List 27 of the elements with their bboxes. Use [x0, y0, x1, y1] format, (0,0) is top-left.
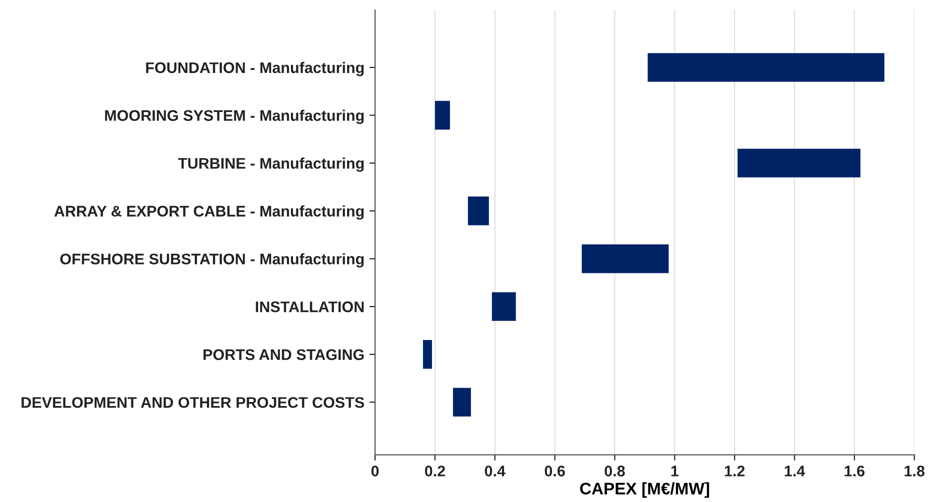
x-tick-label: 1.2 — [724, 466, 745, 476]
x-tick-label: 0.2 — [424, 466, 445, 476]
x-tick-label: 1 — [671, 466, 678, 476]
bar — [423, 340, 432, 369]
y-tick-label: PORTS AND STAGING — [204, 349, 364, 360]
y-tick-label: ARRAY & EXPORT CABLE - Manufacturing — [54, 205, 364, 220]
bar — [468, 196, 489, 226]
x-tick-label: 1.8 — [904, 466, 924, 476]
y-tick-label: OFFSHORE SUBSTATION - Manufacturing — [60, 253, 364, 268]
x-tick-label: 0 — [371, 466, 379, 476]
bar — [582, 244, 669, 274]
bar — [452, 388, 471, 417]
x-tick-label: 1.4 — [784, 466, 806, 476]
bar — [738, 148, 860, 178]
y-tick-label: TURBINE - Manufacturing — [178, 158, 364, 172]
bar — [434, 100, 450, 130]
bar — [492, 292, 516, 321]
bar — [648, 53, 884, 82]
x-tick-label: 0.6 — [544, 466, 565, 476]
y-tick-label: MOORING SYSTEM - Manufacturing — [105, 110, 364, 124]
x-tick-label: 0.4 — [484, 466, 506, 476]
y-tick-label: FOUNDATION - Manufacturing — [146, 62, 364, 76]
x-tick-label: 1.6 — [844, 466, 864, 476]
y-tick-label: DEVELOPMENT AND OTHER PROJECT COSTS — [22, 397, 364, 408]
x-axis-title: CAPEX [M€/MW] — [580, 482, 710, 498]
y-tick-label: INSTALLATION — [256, 301, 364, 312]
x-tick-label: 0.8 — [604, 466, 625, 476]
